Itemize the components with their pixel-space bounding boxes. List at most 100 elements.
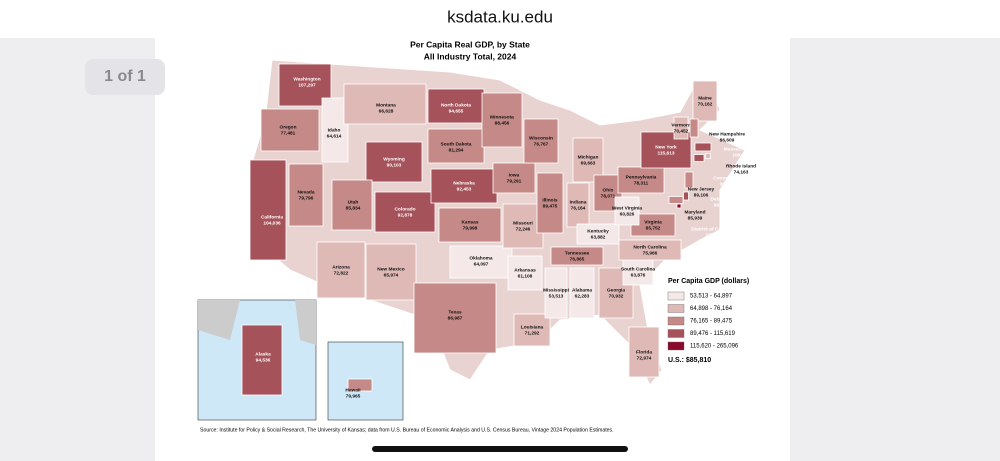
state-value: 94,536 — [256, 357, 271, 363]
state-value: 265,096 — [705, 232, 723, 238]
state-name: Nevada — [297, 189, 314, 195]
state-value: 86,609 — [720, 137, 735, 143]
state-name: West Virginia — [612, 205, 643, 211]
hawaii-inset — [327, 341, 404, 421]
state-value: 70,452 — [674, 128, 689, 134]
state-shape — [249, 159, 287, 261]
state-value: 75,966 — [643, 250, 658, 256]
legend-label: 89,476 - 115,619 — [690, 331, 736, 337]
state-name: Maine — [698, 95, 712, 101]
state-shape — [316, 241, 366, 299]
state-name: Arkansas — [514, 267, 536, 273]
state-name: Montana — [376, 102, 396, 108]
state-shape — [692, 80, 718, 122]
state-value: 88,456 — [495, 120, 510, 126]
state-shape — [513, 313, 551, 347]
url[interactable]: ksdata.ku.edu — [447, 7, 553, 26]
state-name: District of Columbia — [691, 226, 737, 232]
state-value: 85,834 — [346, 205, 361, 211]
state-name: New York — [655, 144, 677, 150]
state-name: Louisiana — [521, 324, 544, 330]
state-value: 76,865 — [570, 256, 585, 262]
state-name: Massachusetts — [724, 146, 759, 152]
legend-swatch — [667, 291, 685, 301]
legend-label: 64,898 - 76,164 — [690, 306, 733, 312]
state-value: 62,283 — [575, 293, 590, 299]
state-value: 96,157 — [714, 202, 729, 208]
state-shape — [331, 179, 373, 231]
state-value: 76,767 — [534, 141, 549, 147]
state-name: South Dakota — [441, 141, 472, 147]
state-shape — [622, 258, 654, 286]
state-shape — [438, 207, 502, 243]
browser-bar — [0, 0, 1000, 38]
state-value: 72,246 — [516, 226, 531, 232]
page-indicator: 1 of 1 — [104, 68, 146, 85]
canada-land — [198, 300, 240, 340]
state-value: 92,453 — [457, 186, 472, 192]
state-name: Texas — [448, 309, 462, 315]
state-name: Mississippi — [543, 287, 569, 293]
state-value: 53,513 — [549, 293, 564, 299]
state-shape — [449, 245, 513, 279]
state-name: Indiana — [570, 199, 587, 205]
state-name: Alaska — [255, 351, 271, 357]
state-value: 99,515 — [720, 181, 735, 187]
state-value: 70,162 — [698, 101, 713, 107]
source: Source: Institute for Policy & Social Re… — [200, 427, 614, 433]
state-value: 70,932 — [609, 293, 624, 299]
state-value: 109,396 — [732, 152, 750, 158]
state-shape — [374, 191, 436, 233]
home-indicator — [372, 446, 628, 452]
state-shape — [536, 172, 564, 234]
state-value: 61,108 — [518, 273, 533, 279]
state-name: Rhode Island — [726, 163, 756, 169]
state-name: Kentucky — [587, 228, 609, 234]
state-shape — [628, 326, 660, 378]
state-value: 72,822 — [334, 270, 349, 276]
state-value: 60,826 — [620, 211, 635, 217]
state-value: 74,163 — [734, 169, 749, 175]
state-shape — [693, 154, 705, 162]
page-indicator-bg — [85, 59, 165, 95]
state-shape — [365, 243, 417, 301]
state-name: Iowa — [509, 172, 520, 178]
state-name: Florida — [636, 349, 652, 355]
state-shape — [278, 63, 332, 107]
state-value: 77,481 — [281, 130, 296, 136]
state-shape — [241, 324, 283, 396]
legend-swatch — [667, 316, 685, 326]
legend-swatch — [667, 341, 685, 351]
state-value: 90,103 — [387, 162, 402, 168]
state-value: 81,294 — [449, 147, 464, 153]
state-shape — [673, 116, 689, 140]
state-value: 63,882 — [591, 234, 606, 240]
state-name: Wyoming — [383, 156, 405, 162]
state-shape — [705, 153, 711, 159]
state-value: 79,998 — [463, 225, 478, 231]
state-value: 104,036 — [263, 220, 281, 226]
state-shape — [598, 267, 634, 319]
legend-swatch — [667, 329, 685, 338]
state-value: 79,796 — [299, 195, 314, 201]
state-value: 63,876 — [631, 272, 646, 278]
state-name: Hawaii — [345, 387, 360, 393]
state-shape — [694, 142, 712, 152]
state-value: 72,974 — [637, 355, 652, 361]
state-value: 71,292 — [525, 330, 540, 336]
state-name: Michigan — [578, 154, 599, 160]
state-name: Washington — [293, 76, 320, 82]
state-value: 79,291 — [507, 178, 522, 184]
state-shape — [523, 118, 559, 164]
state-name: Ohio — [603, 187, 614, 193]
state-shape — [576, 223, 620, 245]
state-shape — [689, 118, 699, 138]
state-name: Nebraska — [453, 180, 475, 186]
state-value: 107,297 — [298, 82, 316, 88]
state-shape — [481, 92, 523, 148]
state-shape — [618, 239, 682, 261]
state-shape — [365, 141, 423, 183]
state-name: South Carolina — [621, 266, 655, 272]
state-shape — [684, 171, 694, 189]
